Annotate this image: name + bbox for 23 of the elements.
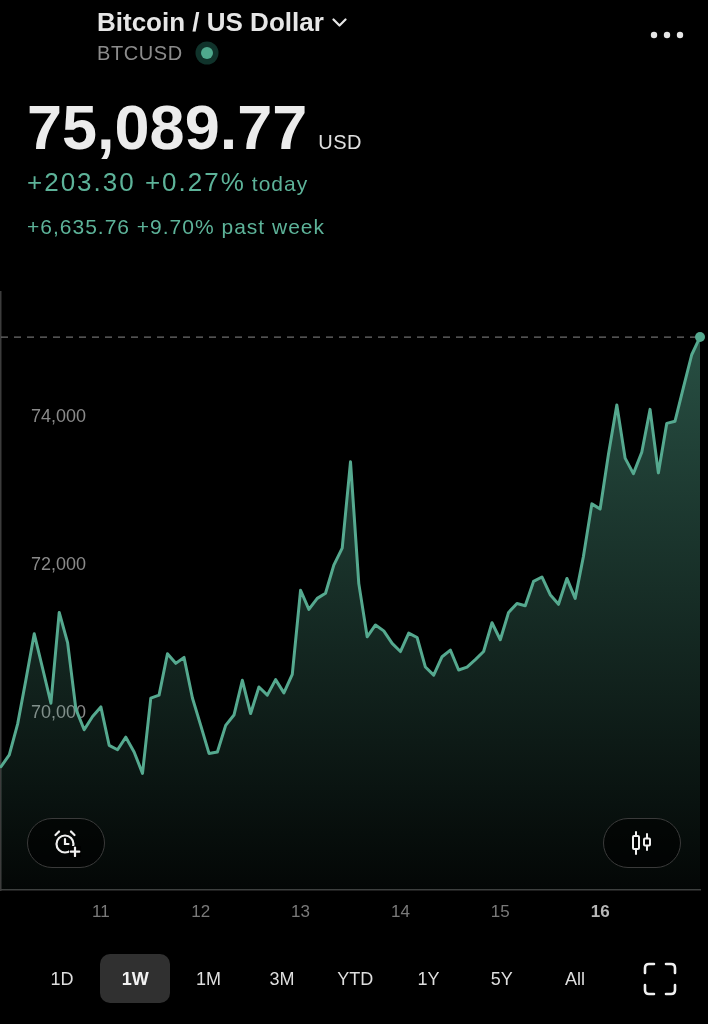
text: 5Y xyxy=(490,968,513,990)
text: 75,089.77 xyxy=(27,91,308,163)
text: 1M xyxy=(196,968,222,990)
x-tick-label: 11 xyxy=(92,901,110,921)
chart-subtitle: BTCUSD xyxy=(97,41,183,65)
text: +6,635.76 +9.70% past week xyxy=(27,215,326,238)
x-tick-label: 15 xyxy=(490,901,510,921)
x-tick-label: 13 xyxy=(291,901,311,921)
chart-title: Bitcoin / US Dollar xyxy=(97,6,324,38)
text: 1D xyxy=(50,968,74,990)
text: 1W xyxy=(121,968,149,990)
y-tick-label: 72,000 xyxy=(31,554,87,575)
text: USD xyxy=(318,131,363,154)
text: All xyxy=(565,968,586,990)
text: +203.30 +0.27% xyxy=(27,167,246,197)
x-tick-label: 16 xyxy=(590,901,610,921)
text: today xyxy=(251,172,309,196)
text: 1Y xyxy=(417,968,440,990)
text: 3M xyxy=(269,968,295,990)
text: YTD xyxy=(337,968,374,990)
x-tick-label: 12 xyxy=(191,901,211,921)
x-tick-label: 14 xyxy=(390,901,410,921)
y-tick-label: 74,000 xyxy=(31,406,87,427)
